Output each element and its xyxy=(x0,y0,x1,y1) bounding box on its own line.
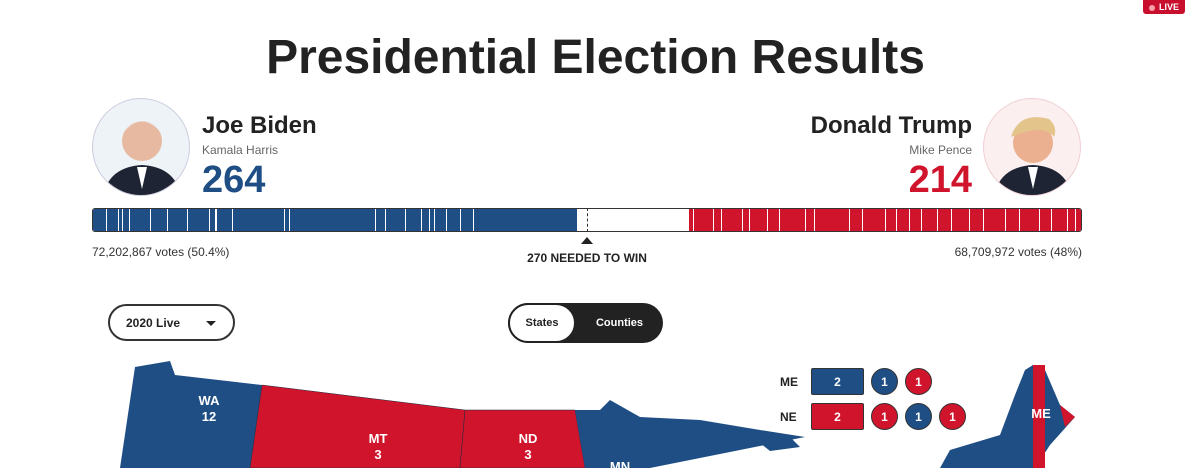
label-mt: MT xyxy=(369,431,388,446)
state-divider xyxy=(289,209,290,231)
state-divider xyxy=(767,209,768,231)
state-new-england[interactable] xyxy=(940,365,1075,468)
state-divider xyxy=(284,209,285,231)
state-me-east[interactable] xyxy=(1060,405,1075,427)
state-divider xyxy=(460,209,461,231)
state-divider xyxy=(1005,209,1006,231)
dem-electoral-votes: 264 xyxy=(202,159,266,201)
state-divider xyxy=(909,209,910,231)
state-divider xyxy=(385,209,386,231)
state-divider xyxy=(421,209,422,231)
label-wa: WA xyxy=(199,393,221,408)
state-divider xyxy=(1067,209,1068,231)
dem-popular-votes: 72,202,867 votes (50.4%) xyxy=(92,245,230,259)
state-divider xyxy=(446,209,447,231)
map-level-toggle[interactable]: States Counties xyxy=(508,303,663,343)
label-mn: MN xyxy=(610,459,630,468)
split-label: ME xyxy=(780,374,798,389)
trump-panel: Donald Trump Mike Pence 214 xyxy=(811,112,972,202)
needed-to-win-label: 270 NEEDED TO WIN xyxy=(527,251,647,265)
state-divider xyxy=(232,209,233,231)
state-divider xyxy=(375,209,376,231)
state-divider xyxy=(209,209,210,231)
state-divider xyxy=(721,209,722,231)
dem-vp: Kamala Harris xyxy=(202,143,279,157)
state-divider xyxy=(187,209,188,231)
split-label: NE xyxy=(780,409,797,424)
state-mt[interactable] xyxy=(249,384,466,468)
state-divider xyxy=(921,209,922,231)
state-divider xyxy=(167,209,168,231)
live-badge: LIVE xyxy=(1142,0,1185,14)
state-divider xyxy=(805,209,806,231)
at-large-box: 2 xyxy=(811,368,864,395)
state-divider xyxy=(1019,209,1020,231)
state-divider xyxy=(216,209,217,231)
rep-electoral-votes: 214 xyxy=(908,159,972,201)
biden-avatar xyxy=(92,98,190,196)
state-divider xyxy=(434,209,435,231)
district-circle: 1 xyxy=(871,368,898,395)
label-me: ME xyxy=(1031,406,1051,421)
dem-name: Joe Biden xyxy=(202,112,317,139)
state-divider xyxy=(713,209,714,231)
state-divider xyxy=(749,209,750,231)
us-map: WA 12 MT 3 ND 3 MN ME xyxy=(120,361,1075,468)
state-divider xyxy=(779,209,780,231)
label-mt-ev: 3 xyxy=(374,447,381,462)
district-circle: 1 xyxy=(871,403,898,430)
undecided-bar-segment xyxy=(577,209,689,231)
district-circle: 1 xyxy=(939,403,966,430)
dem-bar-segment xyxy=(93,209,577,231)
rep-vp: Mike Pence xyxy=(909,143,972,157)
toggle-counties[interactable]: Counties xyxy=(595,317,644,329)
toggle-states[interactable]: States xyxy=(508,303,576,343)
rep-name: Donald Trump xyxy=(810,112,972,139)
rep-popular-votes: 68,709,972 votes (48%) xyxy=(954,245,1082,259)
state-divider xyxy=(951,209,952,231)
split-me: ME 2 1 1 xyxy=(780,368,932,395)
state-divider xyxy=(215,209,216,231)
district-circle: 1 xyxy=(905,368,932,395)
page-title: Presidential Election Results xyxy=(266,31,925,84)
threshold-marker-icon xyxy=(581,237,593,244)
win-threshold-line xyxy=(587,208,588,232)
rep-bar-segment xyxy=(689,209,1081,231)
district-circle: 1 xyxy=(905,403,932,430)
year-select[interactable]: 2020 Live xyxy=(108,304,235,341)
state-mn[interactable] xyxy=(575,400,805,468)
trump-avatar xyxy=(983,98,1081,196)
state-divider xyxy=(862,209,863,231)
state-divider xyxy=(849,209,850,231)
state-divider xyxy=(937,209,938,231)
state-divider xyxy=(473,209,474,231)
state-divider xyxy=(885,209,886,231)
state-divider xyxy=(1039,209,1040,231)
state-divider xyxy=(129,209,130,231)
state-divider xyxy=(742,209,743,231)
state-divider xyxy=(429,209,430,231)
label-nd: ND xyxy=(519,431,538,446)
at-large-box: 2 xyxy=(811,403,864,430)
state-divider xyxy=(405,209,406,231)
state-divider xyxy=(693,209,694,231)
split-ne: NE 2 1 1 1 xyxy=(780,403,966,430)
biden-panel: Joe Biden Kamala Harris 264 xyxy=(202,112,317,202)
state-wa[interactable] xyxy=(120,361,262,468)
state-me-cd2[interactable] xyxy=(1033,365,1045,468)
label-wa-ev: 12 xyxy=(202,409,216,424)
state-divider xyxy=(896,209,897,231)
state-divider xyxy=(118,209,119,231)
state-divider xyxy=(983,209,984,231)
state-divider xyxy=(814,209,815,231)
state-divider xyxy=(1075,209,1076,231)
state-mi-up[interactable] xyxy=(760,437,800,451)
label-nd-ev: 3 xyxy=(524,447,531,462)
state-divider xyxy=(122,209,123,231)
state-nd[interactable] xyxy=(459,409,586,468)
state-divider xyxy=(150,209,151,231)
state-divider xyxy=(969,209,970,231)
state-divider xyxy=(106,209,107,231)
state-divider xyxy=(1051,209,1052,231)
